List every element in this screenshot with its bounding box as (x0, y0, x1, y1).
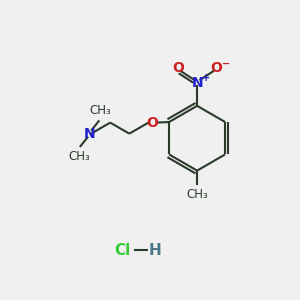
Text: −: − (222, 59, 230, 69)
Text: H: H (149, 243, 162, 258)
Text: O: O (146, 116, 158, 130)
Text: CH₃: CH₃ (186, 188, 208, 201)
Text: +: + (202, 74, 211, 83)
Text: N: N (191, 76, 203, 90)
Text: N: N (84, 127, 95, 141)
Text: O: O (172, 61, 184, 75)
Text: CH₃: CH₃ (89, 104, 111, 117)
Text: Cl: Cl (114, 243, 130, 258)
Text: O: O (210, 61, 222, 75)
Text: CH₃: CH₃ (68, 150, 90, 163)
